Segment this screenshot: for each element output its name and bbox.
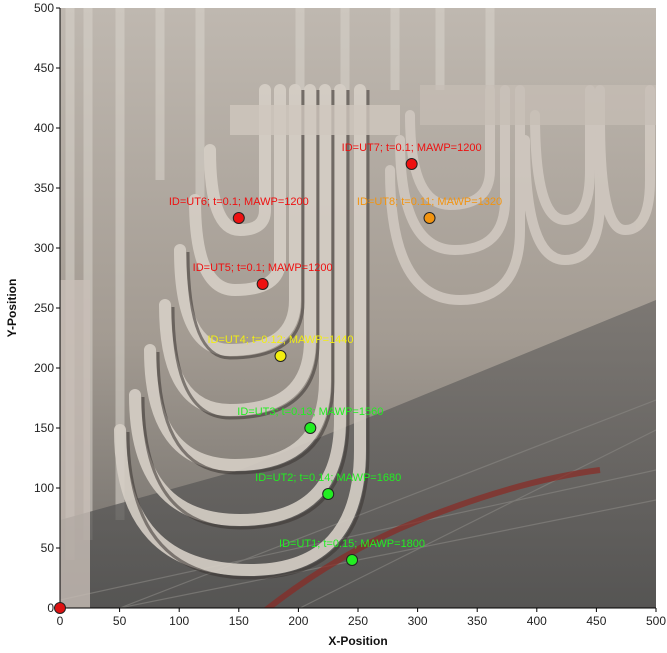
data-point[interactable] (274, 350, 287, 362)
x-tick-label: 200 (288, 614, 308, 628)
data-point[interactable] (304, 422, 317, 434)
y-tick-label: 50 (41, 541, 55, 555)
x-ticks: 0 50 100 150 200 250 300 350 400 450 500 (57, 608, 666, 628)
x-axis-title: X-Position (328, 634, 387, 648)
y-tick-label: 250 (34, 301, 54, 315)
y-tick-label: 350 (34, 181, 54, 195)
x-tick-label: 250 (348, 614, 368, 628)
data-point[interactable] (346, 554, 359, 566)
y-tick-label: 150 (34, 421, 54, 435)
x-tick-label: 450 (586, 614, 606, 628)
y-tick-label: 400 (34, 121, 54, 135)
data-point[interactable] (256, 278, 269, 290)
data-point[interactable] (54, 602, 66, 614)
y-tick-label: 300 (34, 241, 54, 255)
point-label: ID=UT1; t=0.15; MAWP=1800 (279, 538, 425, 550)
y-axis-title: Y-Position (5, 279, 19, 338)
x-tick-label: 300 (408, 614, 428, 628)
y-tick-label: 100 (34, 481, 54, 495)
x-tick-label: 50 (113, 614, 127, 628)
y-tick-label: 500 (34, 1, 54, 15)
x-tick-label: 350 (467, 614, 487, 628)
data-point[interactable] (322, 488, 335, 500)
point-label: ID=UT5; t=0.1; MAWP=1200 (193, 262, 333, 274)
point-label: ID=UT2; t=0.14; MAWP=1680 (255, 472, 401, 484)
data-points: ID=UT1; t=0.15; MAWP=1800 ID=UT2; t=0.14;… (54, 142, 502, 614)
point-label: ID=UT3; t=0.13; MAWP=1560 (237, 406, 383, 418)
point-label: ID=UT4; t=0.12; MAWP=1440 (208, 334, 354, 346)
point-label: ID=UT8; t=0.11; MAWP=1320 (357, 196, 502, 208)
data-point[interactable] (232, 212, 245, 224)
y-tick-label: 450 (34, 61, 54, 75)
x-tick-label: 150 (229, 614, 249, 628)
point-label: ID=UT7; t=0.1; MAWP=1200 (342, 142, 482, 154)
y-ticks: 0 50 100 150 200 250 300 350 400 450 500 (34, 1, 60, 615)
data-point[interactable] (405, 158, 418, 170)
point-label: ID=UT6; t=0.1; MAWP=1200 (169, 196, 309, 208)
x-tick-label: 100 (169, 614, 189, 628)
background-photo (60, 8, 656, 608)
x-tick-label: 400 (527, 614, 547, 628)
y-tick-label: 0 (47, 601, 54, 615)
data-point[interactable] (423, 212, 436, 224)
y-tick-label: 200 (34, 361, 54, 375)
x-tick-label: 500 (646, 614, 666, 628)
x-tick-label: 0 (57, 614, 64, 628)
